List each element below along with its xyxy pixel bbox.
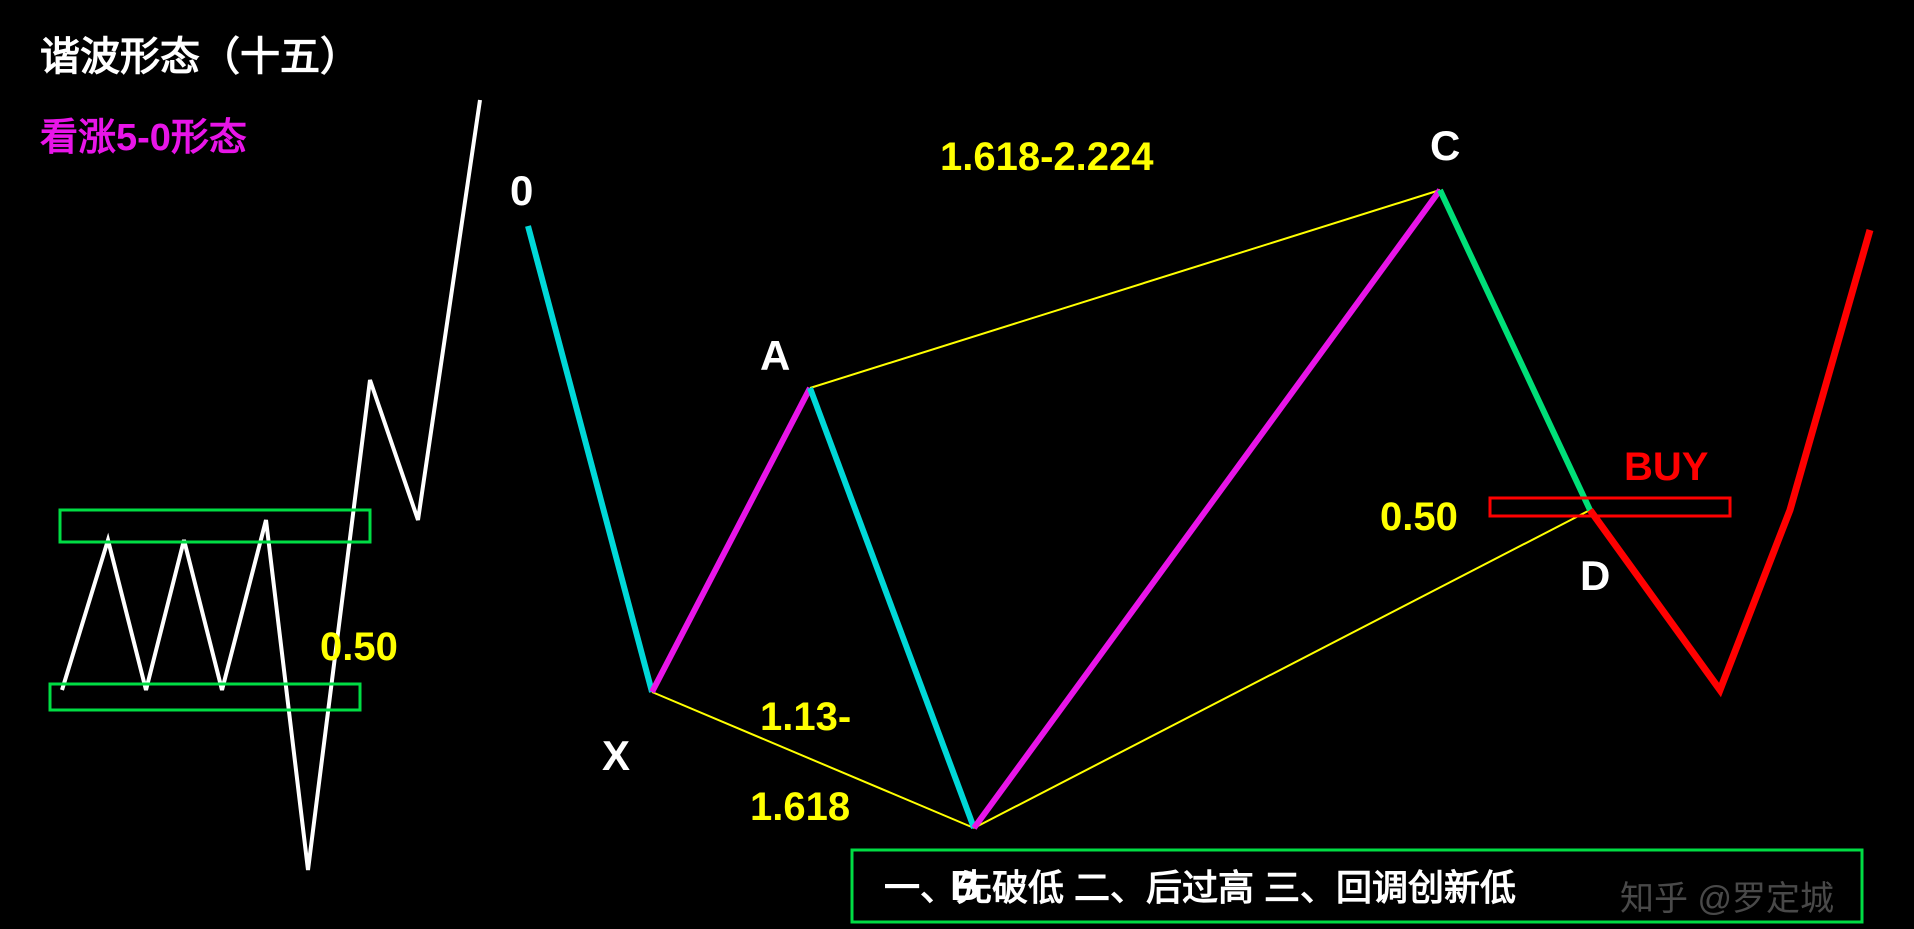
watermark: 知乎 @罗定城 <box>1620 880 1834 918</box>
point-label-X: X <box>602 732 630 779</box>
title-sub: 看涨5-0形态 <box>40 117 247 159</box>
point-label-0: 0 <box>510 167 533 214</box>
title-main: 谐波形态（十五） <box>40 35 360 79</box>
buy-label: BUY <box>1624 445 1709 489</box>
harmonic-pattern-diagram: 谐波形态（十五）看涨5-0形态0.50BUY0XABCD1.618-2.2241… <box>0 0 1914 929</box>
ratio-label-0: 1.618-2.224 <box>940 135 1154 179</box>
ratio-label-3: 0.50 <box>1380 495 1458 539</box>
notes-box-text: 一、先破低 二、后过高 三、回调创新低 <box>884 867 1516 908</box>
left-label-050: 0.50 <box>320 625 398 669</box>
point-label-A: A <box>760 332 790 379</box>
point-label-C: C <box>1430 122 1460 169</box>
ratio-label-1: 1.13- <box>760 695 851 739</box>
point-label-D: D <box>1580 552 1610 599</box>
ratio-label-2: 1.618 <box>750 785 850 829</box>
